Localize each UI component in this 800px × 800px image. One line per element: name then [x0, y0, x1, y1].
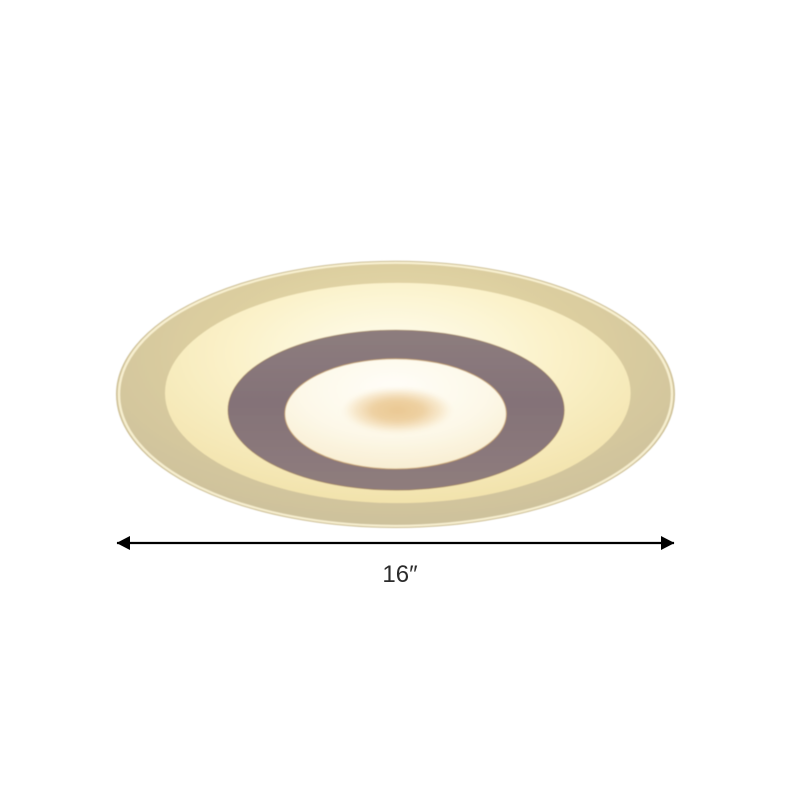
svg-text:16″: 16″	[382, 561, 418, 588]
